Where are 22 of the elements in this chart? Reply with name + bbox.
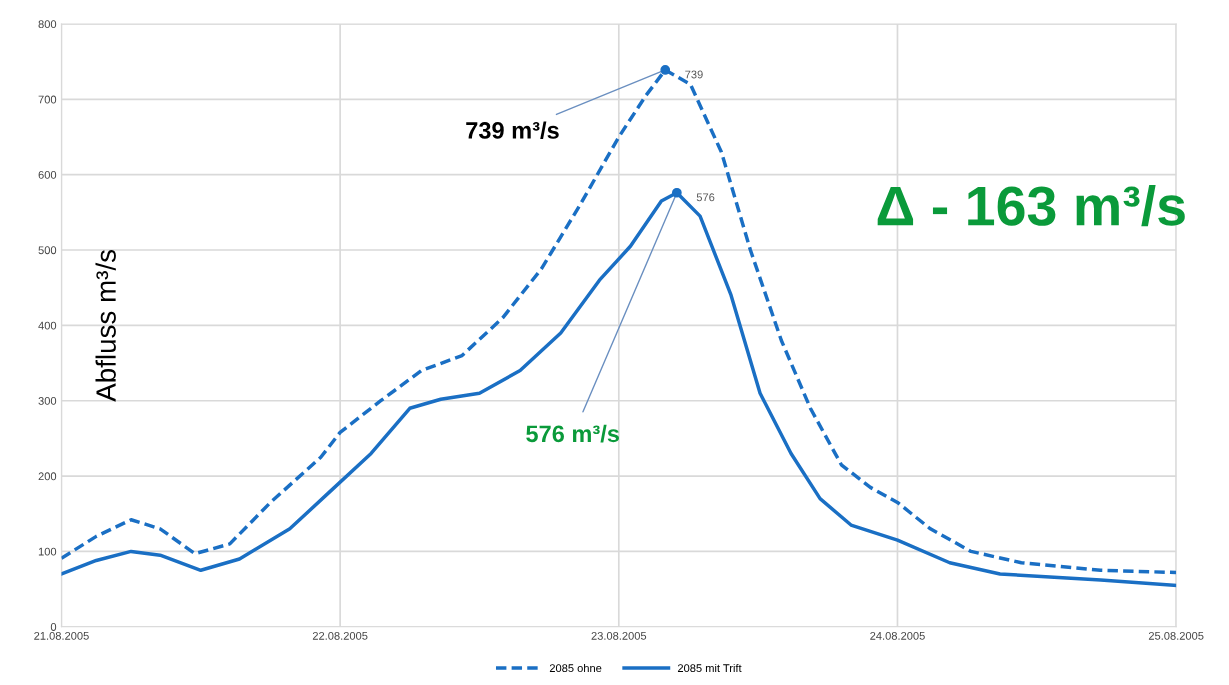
y-tick-label: 100 xyxy=(38,547,57,556)
y-tick-label: 800 xyxy=(38,20,57,29)
x-tick-label: 22.08.2005 xyxy=(312,631,368,640)
legend-label: 2085 ohne xyxy=(549,663,602,673)
legend-label: 2085 mit Trift xyxy=(677,663,742,673)
annotation: 739 m³/s xyxy=(466,121,559,140)
y-tick-label: 200 xyxy=(38,472,57,481)
y-tick-label: 600 xyxy=(38,170,57,179)
x-tick-label: 25.08.2005 xyxy=(1148,631,1204,640)
y-axis-title: Abfluss m³/s xyxy=(95,249,116,402)
x-tick-label: 24.08.2005 xyxy=(870,631,925,640)
annotation: 576 m³/s xyxy=(526,424,619,443)
data-label: 576 xyxy=(696,193,715,202)
y-tick-label: 400 xyxy=(38,321,57,330)
x-tick-label: 21.08.2005 xyxy=(34,631,89,640)
x-tick-label: 23.08.2005 xyxy=(591,631,647,640)
y-tick-label: 0 xyxy=(50,623,57,631)
annotation: Δ - 163 m³/s xyxy=(877,184,1185,227)
y-tick-label: 700 xyxy=(38,95,57,104)
data-label: 739 xyxy=(685,70,703,79)
y-tick-label: 300 xyxy=(38,396,57,405)
y-tick-label: 500 xyxy=(38,246,57,255)
